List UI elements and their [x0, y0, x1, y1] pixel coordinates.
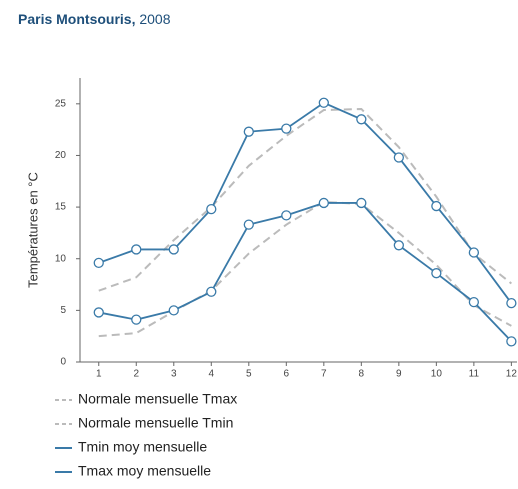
point — [468, 296, 480, 308]
chart-title: Paris Montsouris, 2008 — [18, 11, 171, 27]
point — [356, 197, 367, 209]
title-place: Paris Montsouris, — [18, 11, 135, 27]
series-line — [98, 101, 513, 304]
point — [206, 286, 217, 297]
y-tick-label: 15 — [55, 202, 67, 213]
point — [506, 297, 517, 309]
y-tick-label: 0 — [60, 357, 66, 368]
x-tick-label: 7 — [321, 369, 327, 380]
point — [506, 336, 517, 347]
point — [318, 97, 329, 108]
legend-label: Tmin moy mensuelle — [78, 439, 207, 455]
series-line — [98, 202, 513, 342]
point — [243, 126, 254, 137]
y-tick-label: 10 — [55, 253, 67, 264]
y-axis-label: Températures en °C — [25, 172, 40, 288]
point — [93, 307, 104, 318]
point — [431, 268, 442, 279]
point — [393, 240, 404, 251]
y-tick-label: 20 — [55, 150, 67, 161]
x-tick-label: 1 — [96, 369, 102, 380]
point — [93, 257, 104, 269]
point — [168, 305, 179, 316]
legend-label: Normale mensuelle Tmax — [78, 391, 237, 407]
point — [168, 244, 179, 255]
point — [281, 210, 292, 221]
x-tick-label: 3 — [171, 369, 177, 380]
x-tick-label: 6 — [284, 369, 290, 380]
x-tick-label: 5 — [246, 369, 252, 380]
point — [468, 247, 480, 258]
point — [243, 219, 254, 230]
x-tick-label: 8 — [359, 369, 365, 380]
legend-label: Normale mensuelle Tmin — [78, 415, 233, 431]
point — [431, 200, 442, 212]
series-line — [98, 107, 512, 292]
x-tick-label: 2 — [133, 369, 139, 380]
y-tick-label: 5 — [60, 305, 66, 316]
y-tick-label: 25 — [55, 98, 67, 109]
point — [206, 204, 217, 215]
point — [131, 244, 142, 255]
x-tick-label: 4 — [209, 369, 215, 380]
legend-label: Tmax moy mensuelle — [78, 463, 211, 479]
x-tick-label: 11 — [469, 369, 480, 380]
point — [318, 197, 329, 209]
point — [356, 114, 367, 125]
point — [393, 152, 404, 163]
point — [131, 314, 142, 325]
x-tick-label: 9 — [396, 369, 402, 380]
x-tick-label: 12 — [506, 369, 518, 380]
title-year: 2008 — [139, 11, 170, 27]
x-tick-label: 10 — [431, 369, 443, 380]
point — [281, 123, 292, 134]
